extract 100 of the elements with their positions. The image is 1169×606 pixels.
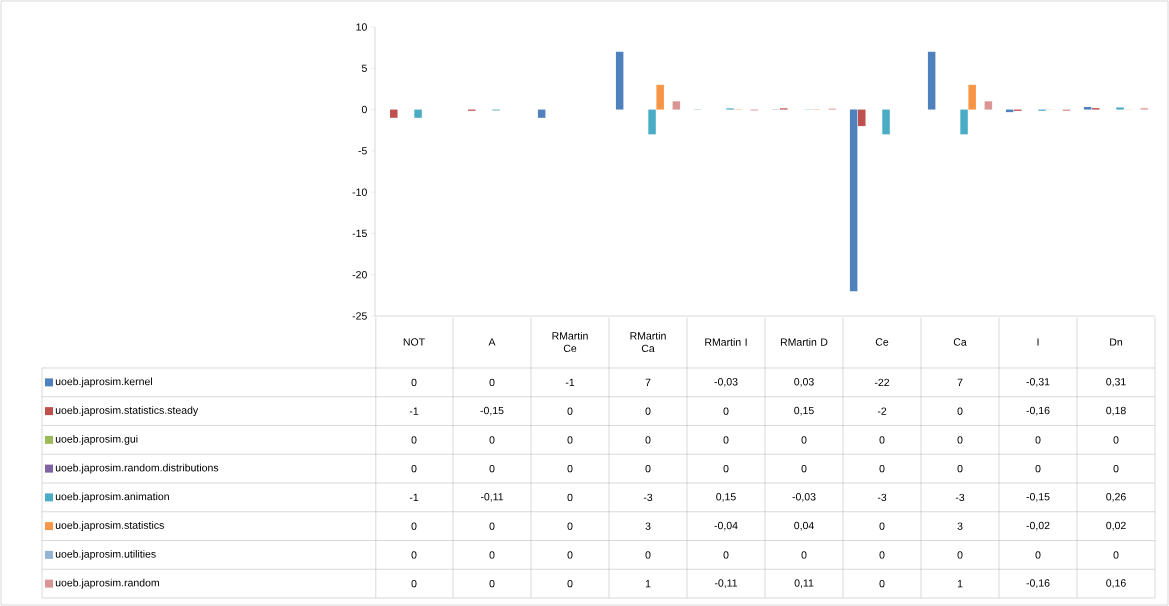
y-tick-label: -10 [352, 188, 367, 196]
data-label: 0 [411, 378, 417, 387]
y-tick-label: -5 [358, 147, 367, 155]
bar [1083, 107, 1092, 110]
data-label: 0 [801, 436, 807, 444]
x-tick-label: RMartin Ca [630, 331, 666, 353]
data-label: 0,04 [794, 521, 814, 531]
data-label: 3 [957, 522, 963, 530]
data-label: 0 [801, 551, 807, 559]
data-label: 0 [567, 436, 573, 444]
data-label: 0 [801, 464, 807, 473]
legend-label: uoeb.japrosim.statistics [55, 521, 164, 532]
data-label: 0 [489, 378, 495, 387]
x-tick-label: RMartin Ce [552, 331, 588, 353]
y-tick-label: 5 [361, 64, 367, 72]
data-label: 0 [1113, 551, 1119, 559]
legend-label: uoeb.japrosim.utilities [55, 549, 156, 560]
x-tick-label: I [1037, 338, 1039, 346]
data-label: 1 [645, 580, 651, 588]
y-tick-label: 10 [356, 23, 367, 31]
data-label: 0,15 [716, 493, 736, 502]
legend-label: uoeb.japrosim.animation [55, 492, 169, 503]
data-label: 0 [1035, 464, 1041, 473]
data-label: 0 [489, 551, 495, 559]
data-label: -0,03 [792, 493, 816, 502]
data-label: -3 [643, 493, 653, 502]
x-tick-label: Ce [875, 338, 889, 346]
data-label: -2 [877, 407, 887, 415]
data-label: 0,11 [794, 579, 814, 588]
y-tick-label: -15 [352, 229, 367, 238]
data-label: 0,03 [794, 378, 814, 387]
data-label: -0,16 [1026, 406, 1050, 416]
data-label: 0 [567, 522, 573, 530]
data-label: 0 [957, 436, 963, 444]
legend-label: uoeb.japrosim.random [55, 578, 159, 589]
data-label: -1 [409, 493, 419, 501]
data-label: -0,03 [714, 378, 738, 387]
data-label: 0 [645, 436, 651, 444]
x-tick-label: Dn [1110, 338, 1123, 346]
data-label: 0,18 [1106, 406, 1126, 416]
data-label: -0,11 [714, 579, 738, 588]
bar [858, 109, 866, 127]
data-label: 0 [1113, 436, 1119, 444]
bar [968, 84, 976, 110]
data-label: 0 [489, 579, 495, 588]
data-label: 0 [723, 464, 729, 473]
data-label: 0 [411, 579, 417, 588]
data-label: -1 [409, 407, 419, 415]
data-label: 0 [645, 407, 651, 415]
data-label: 0,26 [1106, 493, 1126, 502]
data-label: 0 [723, 436, 729, 444]
data-label: 0 [567, 551, 573, 559]
data-label: 0 [567, 493, 573, 502]
data-label: 7 [957, 378, 963, 386]
data-label: -0,31 [1026, 378, 1050, 387]
data-label: 3 [645, 522, 651, 530]
data-label: -0,15 [480, 406, 504, 416]
data-label: 0 [567, 464, 573, 473]
data-label: 0 [489, 436, 495, 444]
data-label: -0,04 [714, 521, 738, 531]
data-label: 0 [1035, 551, 1041, 559]
data-label: 0 [957, 464, 963, 473]
data-label: 0 [879, 464, 885, 473]
data-label: 0 [411, 436, 417, 444]
data-label: 0 [879, 579, 885, 588]
data-label: -1 [565, 378, 575, 386]
data-label: 0 [723, 407, 729, 415]
x-tick-label: NOT [403, 338, 425, 346]
bar [927, 51, 936, 110]
data-label: 0 [957, 551, 963, 559]
data-label: -0,15 [1026, 493, 1050, 502]
x-tick-label: RMartin D [780, 338, 828, 346]
y-tick-label: -20 [352, 271, 367, 279]
bar [390, 109, 398, 118]
data-label: 0 [879, 436, 885, 444]
bar [960, 109, 968, 135]
x-tick-label: A [488, 338, 496, 346]
data-label: 0,16 [1106, 579, 1126, 588]
data-label: 0 [723, 551, 729, 559]
bar [537, 109, 546, 118]
data-label: 0,31 [1106, 378, 1126, 387]
data-label: 0 [957, 407, 963, 415]
bar [414, 109, 422, 118]
data-label: 0 [1113, 464, 1119, 473]
data-label: -0,11 [480, 493, 504, 502]
data-label: 7 [645, 378, 651, 386]
legend-label: uoeb.japrosim.random.distributions [55, 463, 219, 474]
data-label: -0,16 [1026, 579, 1050, 588]
bar [656, 84, 664, 110]
data-label: 0 [411, 464, 417, 473]
data-label: 0 [567, 407, 573, 415]
data-label: 0 [879, 522, 885, 530]
data-label: 0 [1035, 436, 1041, 444]
legend-label: uoeb.japrosim.statistics.steady [55, 406, 199, 417]
data-label: 1 [957, 580, 963, 588]
bar [984, 101, 993, 110]
x-tick-label: Ca [953, 338, 967, 346]
data-label: 0 [879, 551, 885, 559]
data-label: -3 [877, 493, 887, 502]
bar [882, 109, 890, 135]
